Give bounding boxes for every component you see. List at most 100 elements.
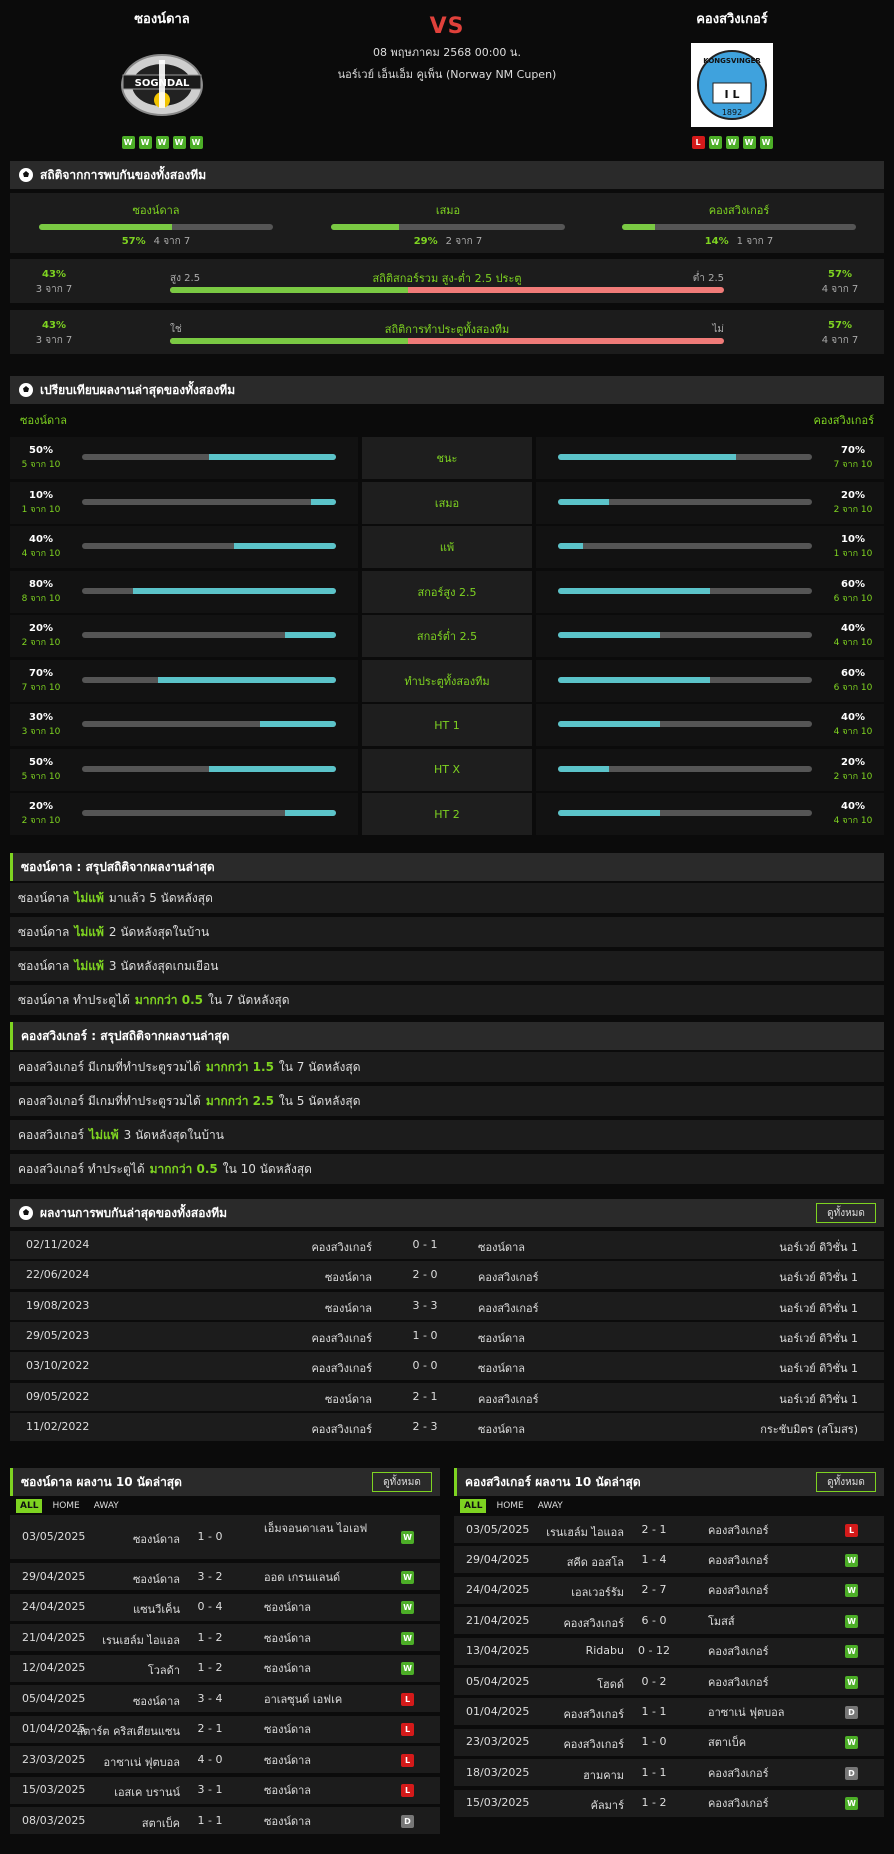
form-badge: W [172, 136, 186, 149]
summary-highlight: มากกว่า 0.5 [134, 992, 203, 1007]
last10-match-row[interactable]: 03/05/2025 ซองน์ดาล 1 - 0 เอ็มจอนดาเลน ไอเอ… [10, 1515, 440, 1559]
summary-highlight: มากกว่า 1.5 [205, 1059, 274, 1074]
last10-match-row[interactable]: 24/04/2025 เอลเวอร์รัม 2 - 7 คองสวิงเกอร์ W [454, 1576, 884, 1604]
last10-match-row[interactable]: 29/04/2025 สคีด ออสโล 1 - 4 คองสวิงเกอร์ W [454, 1546, 884, 1574]
pct-count: 6 จาก 10 [833, 682, 873, 693]
h2h-draws: เสมอ 29% 2 จาก 7 [331, 201, 565, 249]
match-home-team: โฮดด์ [597, 1677, 624, 1691]
tab-all[interactable]: ALL [16, 1499, 43, 1513]
compare-away-bar-fill [558, 543, 584, 549]
summary-highlight: มากกว่า 0.5 [149, 1161, 218, 1176]
home-team-logo[interactable]: SOGNDAL [119, 42, 205, 128]
away-team-name[interactable]: คองสวิงเกอร์ [696, 12, 768, 27]
h2h-match-row[interactable]: 29/05/2023 คองสวิงเกอร์ 1 - 0 ซองน์ดาล นอร์เ… [10, 1321, 884, 1350]
match-away-team: ออด เกรนแลนด์ [264, 1570, 341, 1584]
match-score: 1 - 2 [197, 1661, 223, 1674]
compare-home-bar-fill [209, 454, 336, 460]
h2h-home-bar [39, 224, 273, 230]
summary-row: ซองน์ดาล ทำประตูได้ มากกว่า 0.5 ใน 7 นัดหล… [10, 985, 884, 1015]
match-league[interactable]: นอร์เวย์ เอ็นเอ็ม คูเพ็น (Norway NM Cupe… [337, 68, 557, 81]
away-team-logo[interactable]: KONGSVINGER I L 1892 [689, 42, 775, 128]
match-away-team: คองสวิงเกอร์ [708, 1553, 769, 1567]
tab-home[interactable]: HOME [52, 1501, 80, 1511]
match-date: 03/05/2025 [466, 1522, 530, 1536]
match-home-team: ซองน์ดาล [132, 1572, 180, 1586]
match-score: 0 - 4 [197, 1600, 223, 1613]
last10-match-row[interactable]: 05/04/2025 โฮดด์ 0 - 2 คองสวิงเกอร์ W [454, 1668, 884, 1695]
last10-match-row[interactable]: 15/03/2025 เอสเค บรานน์ 3 - 1 ซองน์ดาล L [10, 1776, 440, 1804]
away-last10-view-all-button[interactable]: ดูทั้งหมด [816, 1472, 876, 1492]
last10-match-row[interactable]: 18/03/2025 ฮามคาม 1 - 1 คองสวิงเกอร์ D [454, 1759, 884, 1787]
h2h-match-row[interactable]: 09/05/2022 ซองน์ดาล 2 - 1 คองสวิงเกอร์ นอร์เ… [10, 1382, 884, 1411]
compare-away-side: 40% 4 จาก 10 [536, 704, 884, 746]
compare-away-bar [558, 543, 812, 549]
compare-home-bar-fill [209, 765, 336, 772]
last10-match-row[interactable]: 23/03/2025 อาซาเน่ ฟุตบอล 4 - 0 ซองน์ดาล L [10, 1746, 440, 1773]
result-badge: D [845, 1766, 858, 1780]
last10-match-row[interactable]: 24/04/2025 แซนวีเค็น 0 - 4 ซองน์ดาล W [10, 1593, 440, 1621]
last10-match-row[interactable]: 01/04/2025 สตาร์ต คริสเตียนแซน 2 - 1 ซองน์ด… [10, 1715, 440, 1743]
match-date: 15/03/2025 [22, 1783, 86, 1796]
tab-away[interactable]: AWAY [537, 1501, 563, 1511]
compare-team-labels: ซองน์ดาล คองสวิงเกอร์ [10, 411, 884, 433]
btts-no-label: ไม่ [712, 324, 724, 335]
compare-away-bar-fill [558, 765, 609, 772]
summary-highlight: ไม่แพ้ [74, 924, 104, 939]
pct-value: 20% [841, 489, 865, 501]
tab-away[interactable]: AWAY [93, 1501, 119, 1511]
last10-match-row[interactable]: 05/04/2025 ซองน์ดาล 3 - 4 อาเลซุนด์ เอฟเค L [10, 1685, 440, 1712]
h2h-match-row[interactable]: 11/02/2022 คองสวิงเกอร์ 2 - 3 ซองน์ดาล กระชั… [10, 1412, 884, 1441]
away-logo-sub: I L [725, 88, 740, 101]
summary-row: ซองน์ดาล ไม่แพ้ 2 นัดหลังสุดในบ้าน [10, 917, 884, 947]
last10-match-row[interactable]: 29/04/2025 ซองน์ดาล 3 - 2 ออด เกรนแลนด์ W [10, 1563, 440, 1590]
summary-text: ใน 10 นัดหลังสุด [222, 1161, 312, 1176]
h2h-draw-value: 29% 2 จาก 7 [413, 236, 483, 247]
compare-away-side: 40% 4 จาก 10 [536, 793, 884, 835]
form-badge: W [742, 136, 756, 149]
compare-home-pct: 50% 5 จาก 10 [16, 757, 66, 783]
over-under-bar [170, 287, 724, 293]
compare-away-pct: 70% 7 จาก 10 [828, 445, 878, 471]
match-score: 0 - 2 [641, 1674, 667, 1688]
h2h-match-row[interactable]: 22/06/2024 ซองน์ดาล 2 - 0 คองสวิงเกอร์ นอร์เ… [10, 1261, 884, 1290]
match-score: 4 - 0 [197, 1752, 223, 1766]
tab-all[interactable]: ALL [460, 1499, 487, 1513]
last10-match-row[interactable]: 21/04/2025 เรนเฮล์ม ไอแอล 1 - 2 ซองน์ดาล W [10, 1624, 440, 1651]
h2h-match-row[interactable]: 19/08/2023 ซองน์ดาล 3 - 3 คองสวิงเกอร์ นอร์เ… [10, 1291, 884, 1320]
match-home-team: ซองน์ดาล [132, 1533, 180, 1546]
match-away-team: เอ็มจอนดาเลน ไอเอฟ [264, 1522, 368, 1535]
match-away-team: ซองน์ดาล [264, 1784, 312, 1797]
last10-match-row[interactable]: 13/04/2025 Ridabu 0 - 12 คองสวิงเกอร์ W [454, 1637, 884, 1665]
compare-home-bar [82, 543, 336, 549]
home-team-name[interactable]: ซองน์ดาล [134, 12, 190, 27]
compare-away-pct: 40% 4 จาก 10 [828, 712, 878, 738]
match-score: 1 - 0 [412, 1328, 438, 1342]
last10-match-row[interactable]: 01/04/2025 คองสวิงเกอร์ 1 - 1 อาซาเน่ ฟุตบอ… [454, 1698, 884, 1726]
match-date: 12/04/2025 [22, 1661, 86, 1674]
match-score: 1 - 4 [641, 1552, 667, 1566]
h2h-match-row[interactable]: 02/11/2024 คองสวิงเกอร์ 0 - 1 ซองน์ดาล นอร์เ… [10, 1231, 884, 1259]
h2h-view-all-button[interactable]: ดูทั้งหมด [816, 1203, 876, 1223]
match-home-team: คองสวิงเกอร์ [311, 1422, 372, 1436]
match-away-team: คองสวิงเกอร์ [708, 1797, 769, 1811]
last10-match-row[interactable]: 21/04/2025 คองสวิงเกอร์ 6 - 0 โมสส์ W [454, 1607, 884, 1635]
match-home-team: โวลด้า [147, 1664, 180, 1677]
home-last10-view-all-button[interactable]: ดูทั้งหมด [372, 1472, 432, 1492]
last10-match-row[interactable]: 08/03/2025 สตาเบ็ค 1 - 1 ซองน์ดาล D [10, 1807, 440, 1834]
last10-match-row[interactable]: 03/05/2025 เรนเฮล์ม ไอแอล 2 - 1 คองสวิงเกอร… [454, 1516, 884, 1543]
match-date: 21/04/2025 [22, 1630, 86, 1644]
last10-match-row[interactable]: 15/03/2025 คัลมาร์ 1 - 2 คองสวิงเกอร์ W [454, 1789, 884, 1817]
summary-text: 3 นัดหลังสุดเกมเยือน [108, 958, 219, 973]
compare-away-pct: 60% 6 จาก 10 [828, 668, 878, 694]
compare-away-bar-fill [558, 498, 609, 505]
soccer-ball-icon [19, 383, 33, 397]
last10-match-row[interactable]: 23/03/2025 คองสวิงเกอร์ 1 - 0 สตาเบ็ค W [454, 1728, 884, 1756]
match-date: 02/11/2024 [26, 1238, 90, 1251]
match-away-team: โมสส์ [708, 1614, 735, 1628]
h2h-match-row[interactable]: 03/10/2022 คองสวิงเกอร์ 0 - 0 ซองน์ดาล นอร์เ… [10, 1352, 884, 1381]
compare-home-bar [82, 765, 336, 772]
last10-match-row[interactable]: 12/04/2025 โวลด้า 1 - 2 ซองน์ดาล W [10, 1654, 440, 1682]
tab-home[interactable]: HOME [496, 1501, 524, 1511]
summary-text: คองสวิงเกอร์ [18, 1127, 85, 1142]
